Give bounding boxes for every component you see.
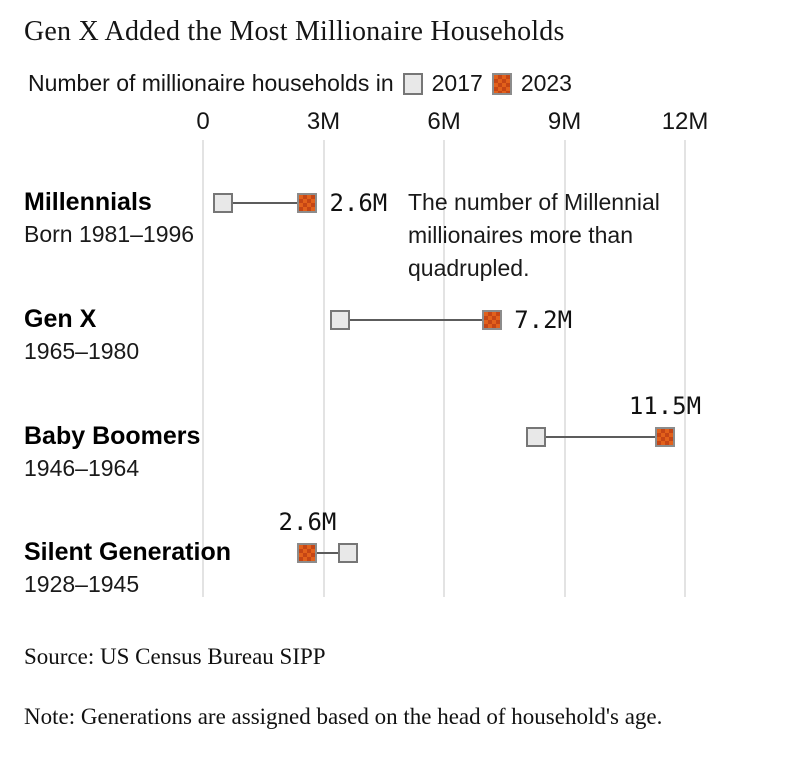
legend: Number of millionaire households in 2017… (28, 70, 572, 97)
marker-2023 (654, 427, 675, 447)
value-label: 2.6M (278, 508, 337, 536)
marker-2023 (297, 543, 318, 563)
axis-tick-label: 0 (196, 108, 210, 135)
category-sublabel: 1946–1964 (24, 455, 140, 481)
legend-2023-swatch-icon (491, 72, 512, 95)
gridline (202, 140, 204, 597)
connector-line (536, 436, 665, 438)
category-label: Silent Generation (24, 538, 231, 566)
gridline (322, 140, 325, 597)
chart-title: Gen X Added the Most Millionaire Househo… (24, 16, 565, 47)
legend-2023-label: 2023 (520, 70, 572, 96)
category-label: Baby Boomers (24, 422, 201, 450)
annotation-text: The number of Millennial millionaires mo… (408, 189, 660, 281)
connector-line (339, 319, 493, 321)
source-text: Source: US Census Bureau SIPP (24, 644, 326, 669)
axis-tick-label: 9M (547, 108, 582, 135)
connector-line (307, 552, 348, 554)
note-text: Note: Generations are assigned based on … (24, 704, 663, 729)
gridline (443, 140, 446, 597)
axis-tick-label: 3M (306, 108, 341, 135)
marker-2017 (337, 543, 358, 563)
marker-2017 (213, 193, 234, 213)
marker-2017 (526, 427, 547, 447)
category-label: Millennials (24, 188, 152, 216)
axis-tick-label: 12M (661, 108, 709, 135)
legend-prefix-label: Number of millionaire households in (28, 70, 394, 96)
legend-2017-label: 2017 (431, 70, 483, 96)
marker-2023 (482, 310, 503, 330)
marker-2017 (329, 310, 350, 330)
axis-tick-label: 6M (427, 108, 461, 135)
value-label: 2.6M (329, 189, 388, 217)
legend-2017-swatch-icon (402, 72, 423, 95)
value-label: 7.2M (514, 306, 573, 334)
category-sublabel: Born 1981–1996 (24, 221, 195, 247)
gridline (563, 140, 566, 597)
connector-line (223, 202, 308, 204)
category-label: Gen X (24, 305, 97, 333)
category-sublabel: 1928–1945 (24, 571, 140, 597)
value-label: 11.5M (628, 392, 702, 420)
category-sublabel: 1965–1980 (24, 338, 140, 364)
marker-2023 (297, 193, 318, 213)
gridline (684, 140, 687, 597)
